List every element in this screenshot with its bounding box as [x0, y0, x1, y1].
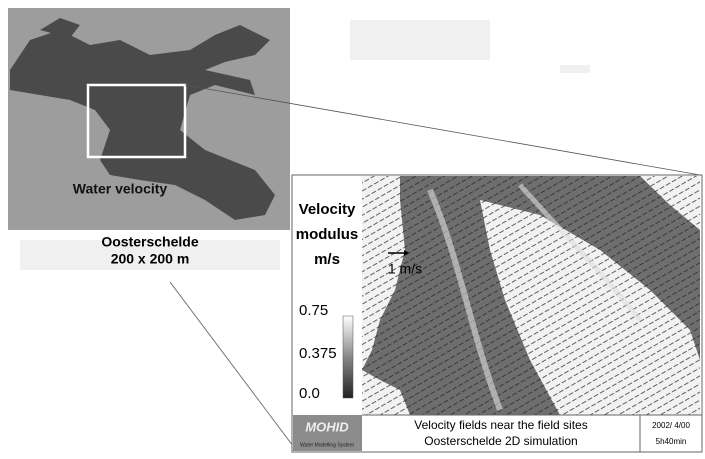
legend-tick: 0.0 [299, 385, 320, 402]
caption: Oosterschelde [101, 234, 198, 250]
page: Water velocity Oosterschelde 200 x 200 m… [0, 0, 705, 459]
legend-title: m/s [314, 251, 340, 268]
footer-time: 5h40min [656, 437, 687, 446]
legend-title: Velocity [299, 201, 356, 218]
velocity-arrows [362, 176, 700, 415]
legend-tick: 0.375 [299, 345, 337, 362]
logo-subtitle: Water Modelling System [300, 442, 354, 448]
scale-label: 1 m/s [388, 261, 422, 277]
zoom-line [170, 282, 296, 450]
footer-text: Velocity fields near the field sites [414, 418, 587, 432]
logo: MOHID [305, 419, 349, 434]
footer-date: 2002/ 4/00 [652, 421, 690, 430]
map-label: Water velocity [73, 181, 168, 197]
legend-title: modulus [296, 226, 359, 243]
caption: 200 x 200 m [111, 251, 190, 267]
legend-tick: 0.75 [299, 302, 328, 319]
footer-text: Oosterschelde 2D simulation [424, 434, 577, 448]
color-bar [343, 316, 353, 398]
figure: Water velocity Oosterschelde 200 x 200 m… [0, 0, 705, 454]
